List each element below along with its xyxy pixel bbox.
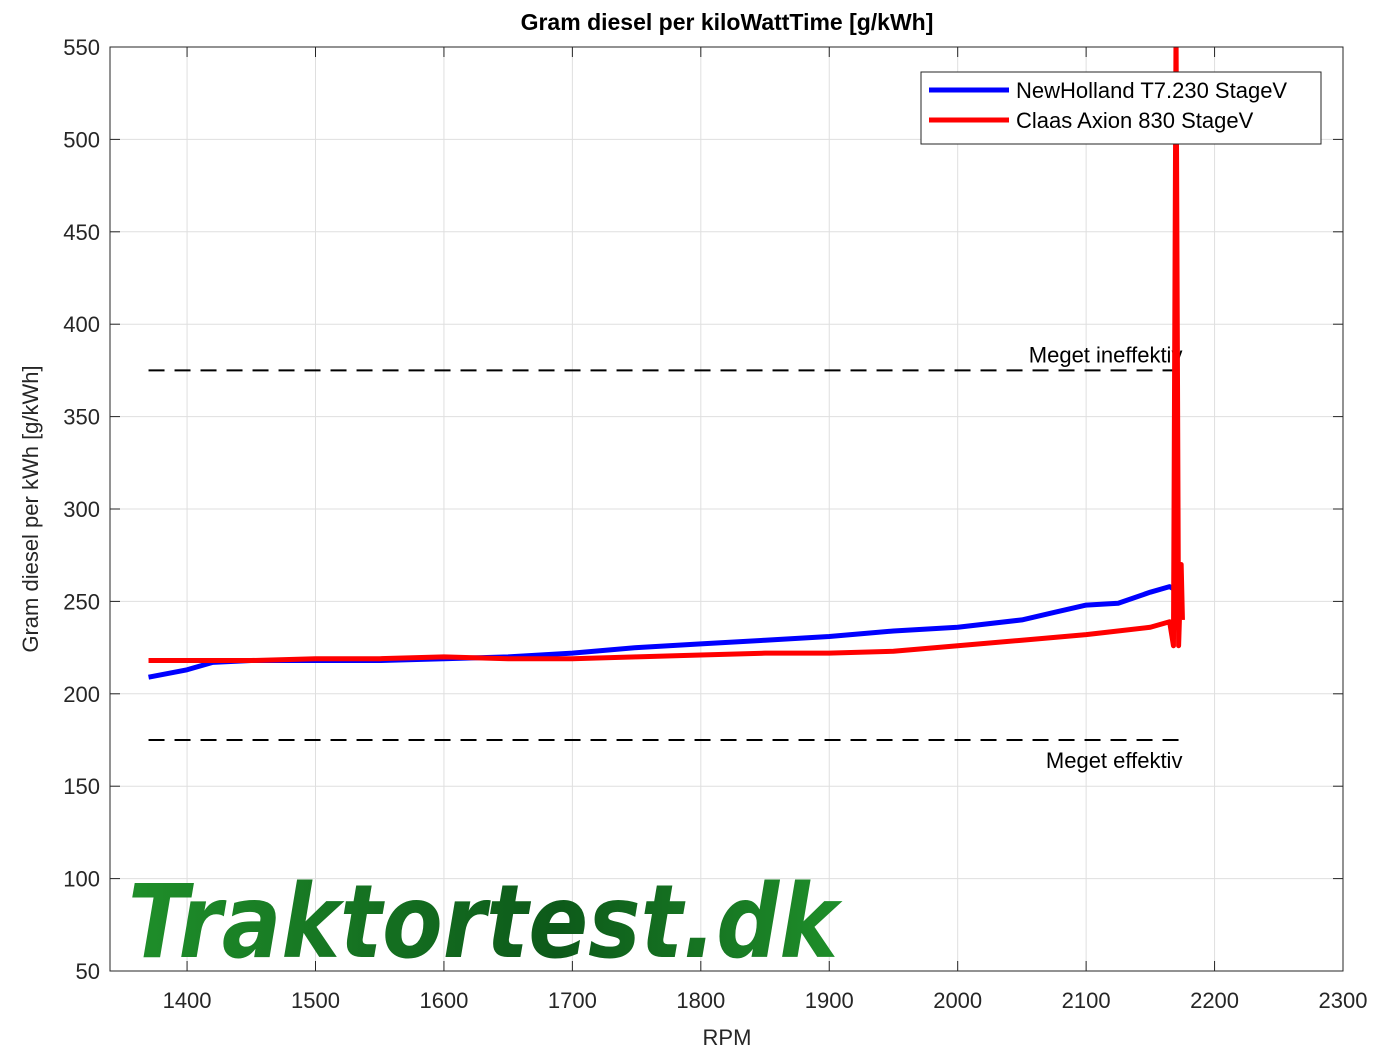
y-tick-label: 400 [63,312,100,337]
x-axis-label: RPM [703,1025,752,1050]
y-tick-label: 200 [63,682,100,707]
reference-label: Meget ineffektiv [1029,342,1183,367]
x-tick-label: 2200 [1190,988,1239,1013]
reference-label: Meget effektiv [1046,748,1183,773]
series-line [148,47,1185,664]
y-tick-label: 500 [63,127,100,152]
y-tick-label: 150 [63,774,100,799]
x-tick-label: 1800 [676,988,725,1013]
y-tick-label: 100 [63,867,100,892]
legend-label: NewHolland T7.230 StageV [1016,78,1287,103]
watermark: Traktortest.dk [128,863,843,982]
x-tick-label: 1900 [805,988,854,1013]
y-tick-label: 450 [63,220,100,245]
y-axis-label: Gram diesel per kWh [g/kWh] [18,365,43,652]
x-tick-label: 2100 [1062,988,1111,1013]
legend-box [920,71,1322,145]
x-tick-label: 1400 [163,988,212,1013]
legend-label: Claas Axion 830 StageV [1016,108,1254,133]
x-tick-label: 1500 [291,988,340,1013]
y-tick-label: 350 [63,405,100,430]
y-tick-label: 550 [63,35,100,60]
y-tick-label: 300 [63,497,100,522]
x-tick-label: 2000 [933,988,982,1013]
y-tick-label: 50 [76,959,100,984]
x-tick-label: 2300 [1319,988,1368,1013]
x-tick-label: 1700 [548,988,597,1013]
plot-frame [109,46,1344,972]
y-tick-label: 250 [63,589,100,614]
x-tick-label: 1600 [419,988,468,1013]
chart-title: Gram diesel per kiloWattTime [g/kWh] [521,9,934,35]
